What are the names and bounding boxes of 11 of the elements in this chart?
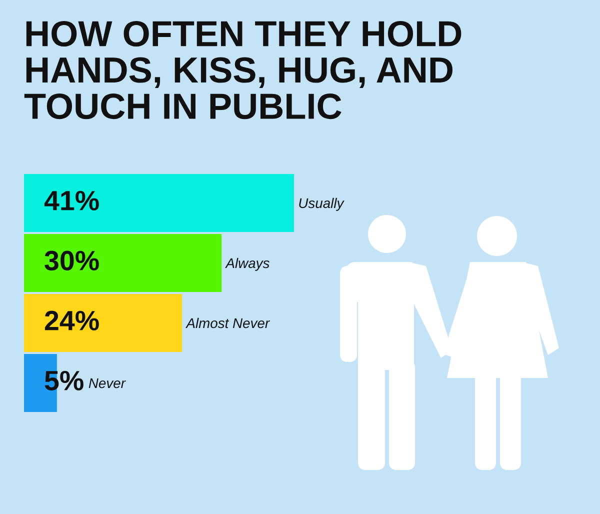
data-label: 30% — [44, 250, 99, 270]
bar — [24, 174, 294, 232]
y-tick-label: Always — [225, 258, 270, 271]
data-label: 24% — [44, 310, 99, 330]
y-tick-label: Almost Never — [186, 318, 270, 328]
bar — [24, 294, 182, 352]
y-tick-label: Never — [88, 378, 126, 388]
bar — [24, 234, 222, 292]
data-label: 41% — [44, 190, 99, 210]
y-tick-label: Usually — [299, 198, 344, 211]
chart-title: HOW OFTEN THEY HOLD HANDS, KISS, HUG, AND TOUCH IN PUBLIC — [24, 20, 462, 120]
